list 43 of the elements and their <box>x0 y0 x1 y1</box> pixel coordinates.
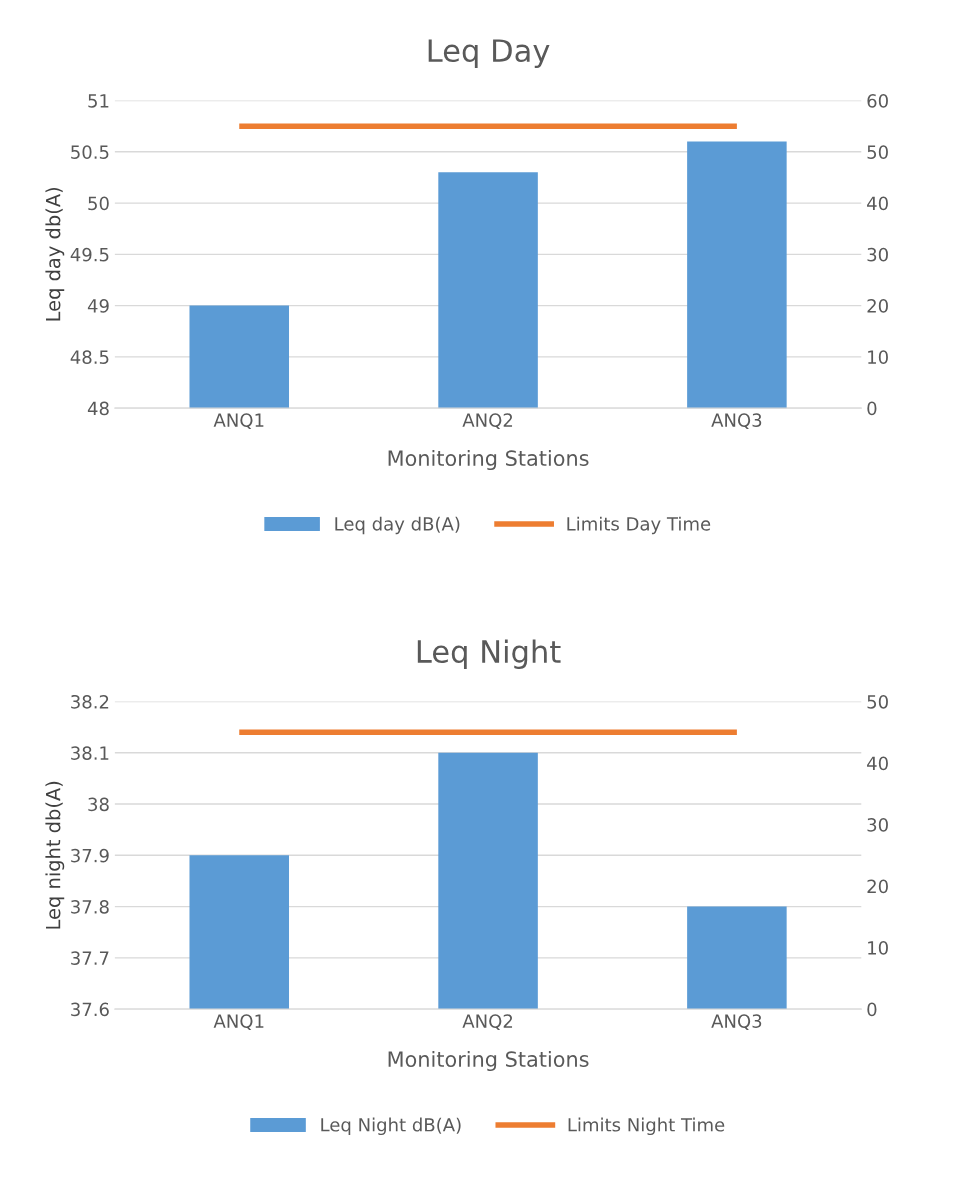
y2-tick-label: 0 <box>867 401 877 416</box>
x-axis-title: Monitoring Stations <box>388 449 589 471</box>
chart-title: Leq Day <box>428 39 550 69</box>
chart-title: Leq Night <box>417 639 561 669</box>
legend-label: Limits Day Time <box>567 516 711 535</box>
x-tick-label: ANQ3 <box>711 1014 762 1031</box>
y-tick-label: 51 <box>88 94 109 108</box>
y2-tick-label: 60 <box>867 94 888 108</box>
x-tick-label: ANQ1 <box>213 413 264 430</box>
legend-label: Leq day dB(A) <box>335 516 460 535</box>
y2-tick-label: 40 <box>867 196 888 211</box>
y-tick-label: 48 <box>87 401 109 416</box>
y2-tick-label: 20 <box>867 299 888 313</box>
y-tick-label: 38 <box>88 797 109 812</box>
y-tick-label: 49.5 <box>70 247 109 262</box>
y-tick-label: 48.5 <box>70 350 109 364</box>
y-tick-label: 50.5 <box>71 145 109 159</box>
y2-tick-label: 40 <box>867 756 888 771</box>
legend-label: Leq Night dB(A) <box>321 1117 461 1136</box>
y2-tick-label: 10 <box>868 350 888 364</box>
y2-tick-label: 20 <box>867 879 888 894</box>
y-axis-title: Leq day db(A) <box>45 187 65 321</box>
y-tick-label: 37.9 <box>71 848 109 863</box>
y-tick-label: 49 <box>87 299 109 313</box>
y2-tick-label: 30 <box>867 818 888 832</box>
y2-tick-label: 0 <box>867 1002 877 1017</box>
y2-tick-label: 10 <box>868 941 888 955</box>
x-tick-label: ANQ1 <box>213 1014 264 1031</box>
x-tick-label: ANQ3 <box>711 413 762 430</box>
y2-tick-label: 50 <box>867 694 888 709</box>
y-tick-label: 37.7 <box>71 951 109 965</box>
y2-tick-label: 30 <box>867 247 888 262</box>
legend-label: Limits Night Time <box>568 1117 725 1136</box>
y-tick-label: 37.8 <box>71 900 109 914</box>
y-tick-label: 38.1 <box>71 746 109 760</box>
y-tick-label: 38.2 <box>71 694 109 709</box>
x-tick-label: ANQ2 <box>462 413 513 430</box>
x-tick-label: ANQ2 <box>462 1014 513 1031</box>
y-tick-label: 37.6 <box>71 1002 109 1017</box>
y-axis-title: Leq night db(A) <box>45 781 65 929</box>
y-tick-label: 50 <box>88 196 109 211</box>
x-axis-title: Monitoring Stations <box>388 1050 589 1072</box>
y2-tick-label: 50 <box>867 145 888 159</box>
